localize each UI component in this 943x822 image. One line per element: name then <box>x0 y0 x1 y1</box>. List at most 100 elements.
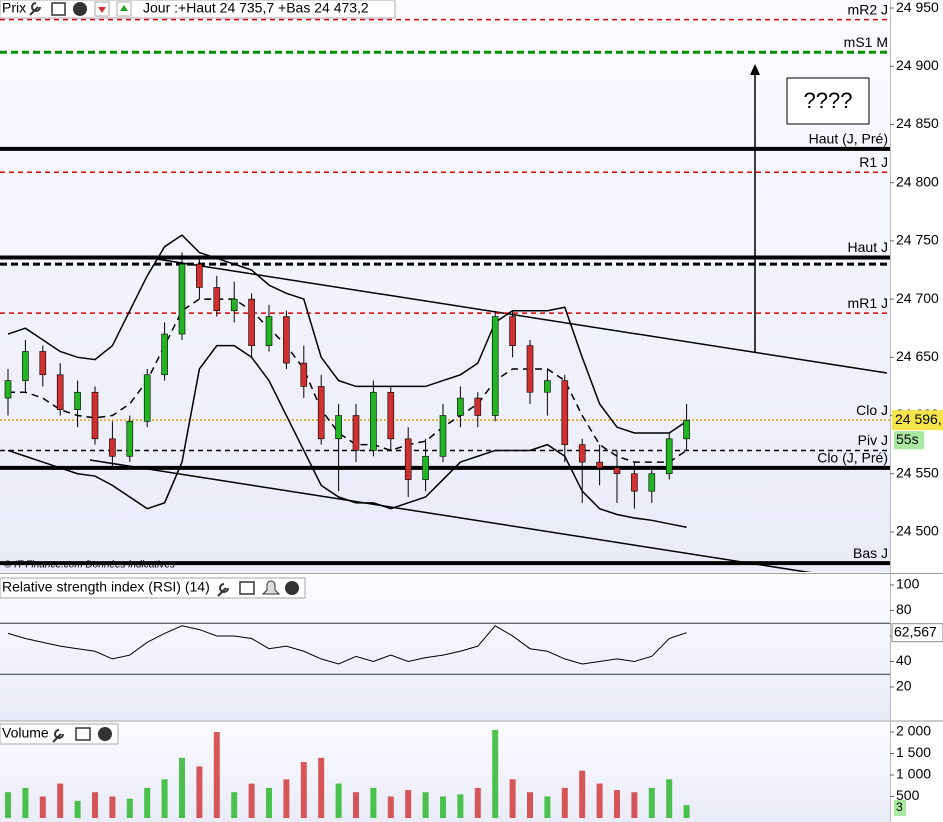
volume-bar <box>631 792 638 819</box>
trend-line <box>149 257 888 374</box>
candle-body <box>596 461 603 469</box>
candle-body <box>4 380 12 399</box>
y-tick-label: 20 <box>896 678 912 694</box>
volume-bar <box>683 805 690 819</box>
candle-body <box>561 380 569 445</box>
close-icon[interactable] <box>285 581 299 595</box>
candle-body <box>56 374 64 411</box>
volume-bar <box>492 729 499 819</box>
volume-bar <box>596 783 603 819</box>
candle-body <box>491 316 499 416</box>
volume-bar <box>666 779 673 819</box>
volume-bar <box>527 792 533 819</box>
volume-bar <box>544 796 551 819</box>
window-icon[interactable] <box>75 727 91 741</box>
candle-body <box>196 263 203 288</box>
y-tick-label: 500 <box>896 787 920 803</box>
timer-label: 55s <box>896 431 919 447</box>
arrow-head <box>750 64 760 75</box>
level-label: Haut (J, Pré) <box>809 131 888 147</box>
note-text: ???? <box>804 88 853 113</box>
alert-icon[interactable] <box>261 580 281 595</box>
level-label: Piv J <box>858 432 888 448</box>
panel-title: Prix <box>2 0 26 16</box>
candle-body <box>631 473 638 492</box>
wrench-icon[interactable] <box>29 2 41 16</box>
close-icon[interactable] <box>73 2 87 16</box>
y-tick-label: 40 <box>896 652 912 668</box>
volume-bar <box>457 794 464 819</box>
level-label: Haut J <box>848 239 888 255</box>
last-price-label: 24 596, <box>895 411 942 427</box>
wrench-icon[interactable] <box>52 729 64 743</box>
volume-bar <box>92 792 98 819</box>
window-icon[interactable] <box>51 2 66 16</box>
candle-body <box>265 316 273 346</box>
y-tick-label: 24 950 <box>896 0 939 15</box>
y-tick-label: 24 900 <box>896 57 939 73</box>
level-label: Clo J <box>856 402 888 418</box>
candle-body <box>248 298 255 346</box>
counter-box <box>894 800 906 816</box>
y-tick-label: 24 700 <box>896 290 939 306</box>
price-header: Prix Jour :+Haut 24 735,7 +Bas 24 473,2 <box>0 0 396 19</box>
candle-body <box>143 374 151 422</box>
trend-line <box>89 459 812 572</box>
bollinger-band <box>7 344 687 529</box>
candle-body <box>352 415 360 451</box>
candle-body <box>213 287 221 312</box>
candle-body <box>648 473 656 492</box>
volume-bar <box>5 792 11 819</box>
y-tick-label: 100 <box>896 576 920 592</box>
volume-bar <box>266 787 272 819</box>
window-icon[interactable] <box>239 581 255 595</box>
y-tick-label: 24 650 <box>896 348 939 364</box>
volume-bar <box>405 790 412 819</box>
y-tick-label: 24 800 <box>896 173 939 189</box>
panel-title: Volume <box>2 725 49 741</box>
candle-body <box>317 386 325 440</box>
volume-bar <box>283 779 290 819</box>
candle-body <box>230 298 238 312</box>
candle-body <box>578 444 586 463</box>
volume-bar <box>370 787 377 819</box>
close-icon[interactable] <box>98 727 112 741</box>
volume-bar <box>440 796 446 819</box>
counter-label: 3 <box>896 800 903 814</box>
note-box <box>786 77 870 125</box>
level-label: mR2 J <box>848 1 888 17</box>
candle-body <box>126 421 134 457</box>
volume-bar <box>318 757 325 819</box>
volume-bar <box>422 792 429 819</box>
volume-bar <box>509 779 516 819</box>
candle-body <box>457 397 464 416</box>
header-info: Jour :+Haut 24 735,7 +Bas 24 473,2 <box>143 0 369 16</box>
y-tick-label: 24 850 <box>896 115 939 131</box>
down-arrow <box>98 7 106 13</box>
rsi-panel <box>0 575 890 720</box>
volume-bar <box>387 796 394 819</box>
volume-bar <box>39 796 46 819</box>
candle-body <box>613 467 621 475</box>
candle-body <box>404 438 412 480</box>
bollinger-band <box>7 234 688 434</box>
up-arrow <box>120 5 128 11</box>
volume-bar <box>474 787 481 819</box>
candle-body <box>387 391 395 440</box>
header-bar <box>0 577 306 599</box>
volume-bar <box>179 757 185 819</box>
y-tick-label: 1 000 <box>896 766 931 782</box>
volume-bar <box>57 783 64 819</box>
candle-body <box>91 391 99 440</box>
volume-bar <box>248 783 255 819</box>
wrench-icon[interactable] <box>217 583 229 597</box>
y-tick-label: 2 000 <box>896 723 931 739</box>
volume-bar <box>196 766 203 819</box>
candle-body <box>109 438 116 457</box>
y-tick-label: 24 550 <box>896 464 939 480</box>
candle-body <box>283 316 290 364</box>
level-label: R1 J <box>859 154 888 170</box>
volume-bar <box>109 796 116 819</box>
candle-body <box>22 351 29 381</box>
